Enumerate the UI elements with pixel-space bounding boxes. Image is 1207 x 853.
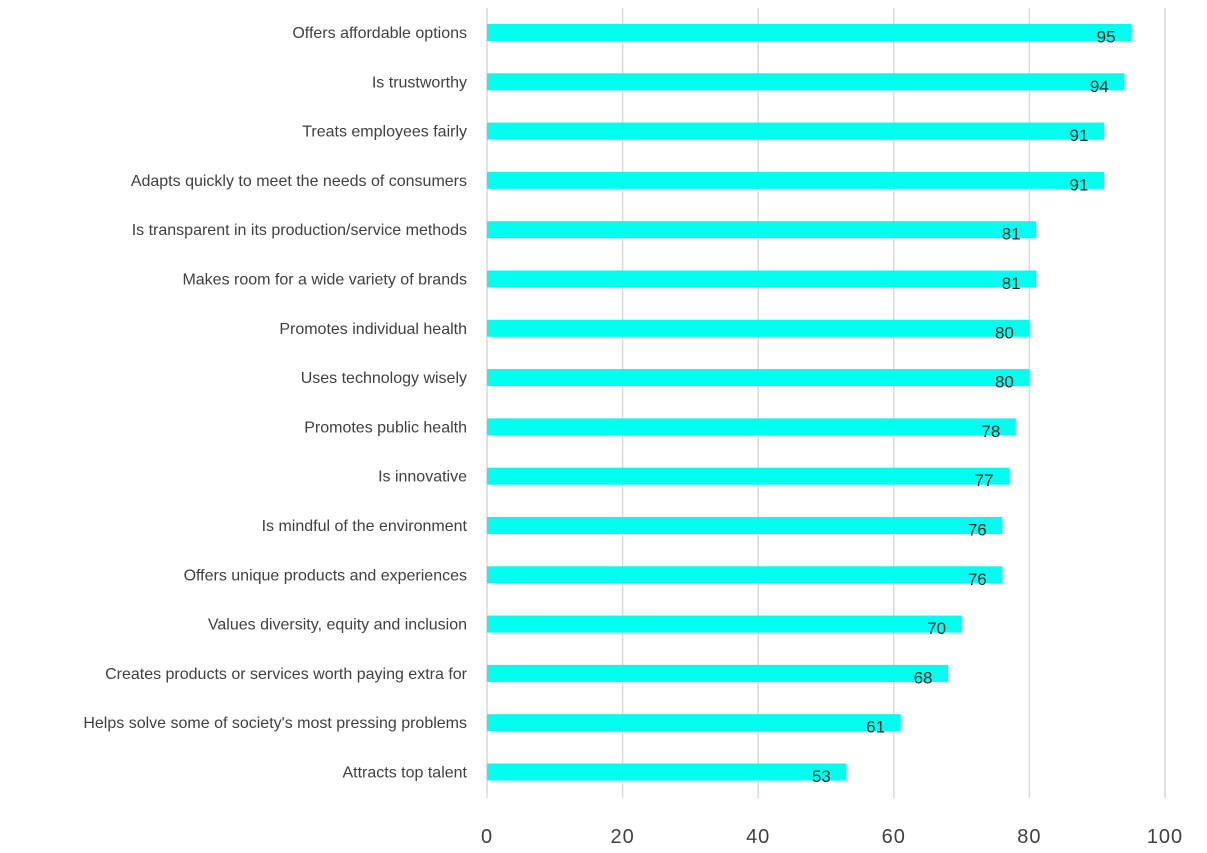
category-label: Values diversity, equity and inclusion: [208, 617, 467, 634]
category-label: Treats employees fairly: [302, 124, 467, 141]
bar-1: [487, 24, 1132, 41]
category-label: Attracts top talent: [342, 765, 467, 782]
bar-5: [487, 221, 1037, 239]
category-label: Is transparent in its production/service…: [132, 222, 467, 239]
x-axis-ticks: 0 20 40 60 80 100: [481, 826, 1183, 848]
data-labels: 95 94 91 91 81 81 80 80 78 77 76 76 70 68 61 53: [812, 28, 1116, 787]
category-labels: Offers affordable options Is trustworthy T…: [83, 25, 467, 782]
bar-3: [487, 122, 1104, 140]
category-label: Offers affordable options: [292, 25, 467, 42]
category-label: Is trustworthy: [372, 74, 467, 91]
x-tick-label: 60: [882, 826, 906, 848]
category-label: Promotes public health: [304, 419, 467, 436]
data-label: 70: [927, 619, 946, 638]
bars: [487, 24, 1132, 781]
category-label: Creates products or services worth payin…: [105, 666, 468, 683]
data-label: 76: [968, 521, 987, 540]
bar-14: [487, 664, 949, 682]
data-label: 61: [866, 718, 885, 737]
category-label: Helps solve some of society's most press…: [83, 715, 467, 732]
data-label: 78: [981, 422, 1000, 441]
x-tick-label: 40: [746, 826, 770, 848]
category-label: Offers unique products and experiences: [184, 567, 467, 584]
bar-2: [487, 73, 1125, 91]
data-label: 91: [1070, 175, 1089, 194]
data-label: 81: [1002, 274, 1021, 293]
category-label: Adapts quickly to meet the needs of cons…: [131, 173, 467, 190]
bar-7: [487, 319, 1030, 337]
category-label: Uses technology wisely: [301, 370, 467, 387]
bar-12: [487, 566, 1003, 584]
data-label: 53: [812, 767, 831, 786]
data-label: 81: [1002, 225, 1021, 244]
x-tick-label: 20: [610, 826, 634, 848]
bar-13: [487, 615, 962, 633]
x-tick-label: 0: [481, 826, 493, 848]
category-label: Is innovative: [378, 469, 467, 486]
bar-9: [487, 418, 1016, 436]
bar-4: [487, 171, 1104, 189]
bar-11: [487, 517, 1003, 534]
bar-8: [487, 369, 1030, 387]
x-tick-label: 100: [1147, 826, 1183, 848]
data-label: 76: [968, 570, 987, 589]
x-tick-label: 80: [1017, 826, 1041, 848]
data-label: 77: [975, 471, 994, 490]
bar-6: [487, 270, 1037, 288]
data-label: 91: [1070, 126, 1089, 145]
bar-10: [487, 467, 1010, 485]
data-label: 95: [1097, 28, 1116, 47]
data-label: 94: [1090, 77, 1109, 96]
bar-15: [487, 714, 901, 732]
category-label: Promotes individual health: [279, 321, 467, 338]
data-label: 68: [914, 668, 933, 687]
category-label: Is mindful of the environment: [262, 518, 468, 535]
bar-16: [487, 763, 847, 781]
category-label: Makes room for a wide variety of brands: [182, 272, 467, 289]
data-label: 80: [995, 373, 1014, 392]
data-label: 80: [995, 323, 1014, 342]
